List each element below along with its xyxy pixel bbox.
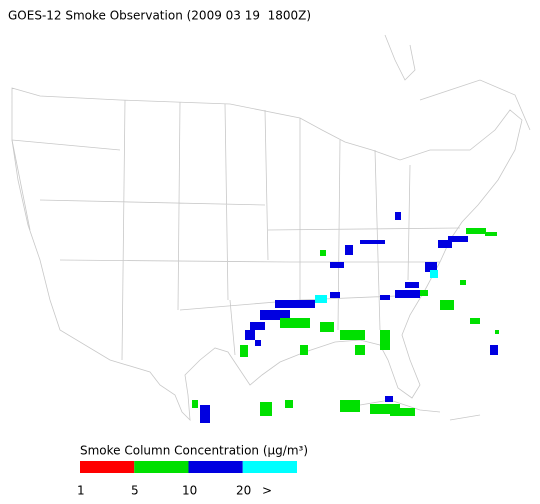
legend-label: > xyxy=(262,484,272,498)
legend-swatch xyxy=(134,461,189,473)
country-outline xyxy=(11,87,523,422)
smoke-pixel xyxy=(405,282,419,288)
legend-swatch xyxy=(242,461,297,473)
smoke-pixel xyxy=(360,240,385,244)
caribbean xyxy=(359,399,481,421)
smoke-pixel xyxy=(320,322,334,332)
smoke-pixel xyxy=(395,290,420,298)
smoke-pixel xyxy=(245,330,255,340)
smoke-pixel xyxy=(300,345,308,355)
smoke-pixel xyxy=(320,250,326,256)
smoke-pixel xyxy=(345,245,353,255)
smoke-pixel xyxy=(192,400,198,408)
smoke-pixel xyxy=(255,340,261,346)
state-lines xyxy=(11,99,461,361)
smoke-pixel xyxy=(355,345,365,355)
smoke-pixel xyxy=(200,405,210,423)
smoke-pixel xyxy=(460,280,466,285)
smoke-pixel xyxy=(420,290,428,296)
smoke-pixel xyxy=(466,228,486,234)
smoke-pixel xyxy=(330,292,340,298)
smoke-pixel xyxy=(440,300,454,310)
legend-label: 20 xyxy=(236,484,251,498)
smoke-pixel xyxy=(380,330,390,350)
smoke-pixel xyxy=(285,400,293,408)
smoke-pixel xyxy=(470,318,480,324)
smoke-pixel xyxy=(448,236,468,242)
legend-label: 10 xyxy=(182,484,197,498)
legend-label: 5 xyxy=(131,484,139,498)
smoke-pixel xyxy=(340,330,365,340)
smoke-pixel xyxy=(495,330,499,334)
smoke-pixel xyxy=(240,345,248,357)
smoke-pixel xyxy=(438,240,452,248)
smoke-pixel xyxy=(260,310,290,320)
smoke-pixel xyxy=(340,400,360,412)
title: GOES-12 Smoke Observation (2009 03 19 18… xyxy=(8,9,311,23)
smoke-pixel xyxy=(395,212,401,220)
smoke-pixel xyxy=(490,345,498,355)
smoke-pixel xyxy=(260,402,272,416)
smoke-pixel xyxy=(380,295,390,300)
smoke-pixel xyxy=(385,396,393,402)
legend-swatch xyxy=(188,461,243,473)
smoke-pixel xyxy=(280,318,310,328)
smoke-pixel xyxy=(485,232,497,236)
smoke-pixel xyxy=(425,262,437,272)
smoke-layer xyxy=(192,212,499,423)
legend-title: Smoke Column Concentration (μg/m³) xyxy=(80,444,308,458)
smoke-pixel xyxy=(315,295,327,303)
smoke-pixel xyxy=(370,404,400,414)
smoke-pixel xyxy=(275,300,315,308)
smoke-pixel xyxy=(250,322,265,330)
smoke-pixel xyxy=(330,262,344,268)
legend-swatch xyxy=(80,461,135,473)
legend-label: 1 xyxy=(77,484,85,498)
smoke-pixel xyxy=(390,408,415,416)
canada-coast xyxy=(384,34,531,131)
legend-colorbar: 1 5 10 20 > xyxy=(77,461,297,498)
smoke-pixel xyxy=(430,270,438,278)
basemap xyxy=(11,34,531,422)
